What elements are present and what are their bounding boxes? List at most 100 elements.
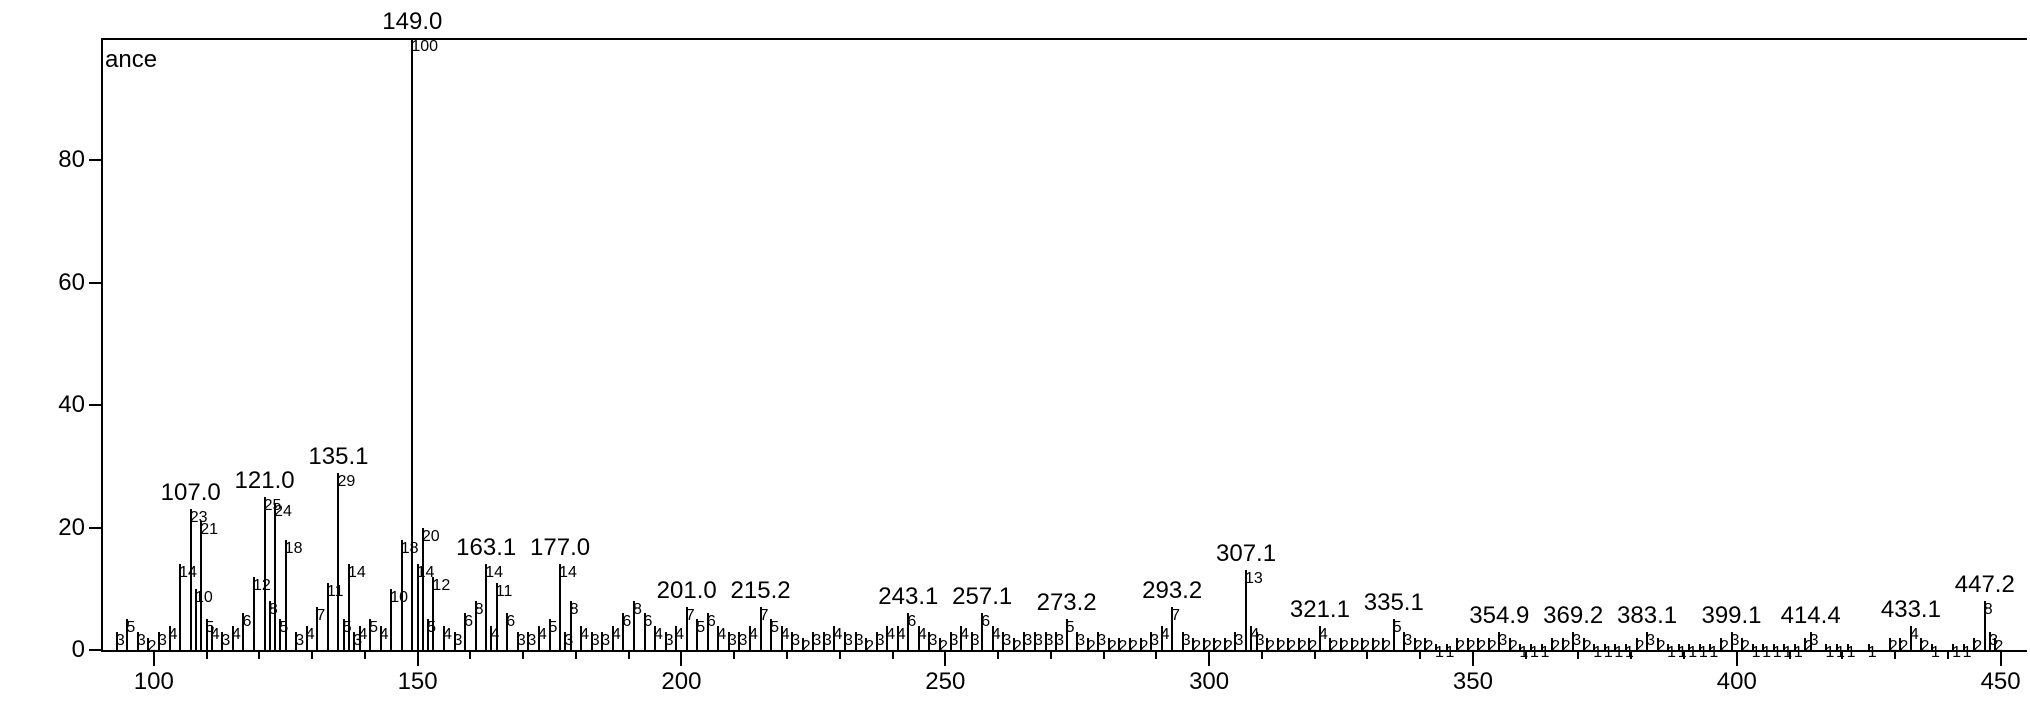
peak-label: 321.1	[1290, 596, 1350, 624]
peak-bar: 24	[274, 503, 276, 650]
peak-bar: 2	[1583, 638, 1585, 650]
peak-bar: 5	[369, 619, 371, 650]
peak-bar: 2	[1108, 638, 1110, 650]
peak-bar: 3	[158, 632, 160, 650]
x-tick-minor	[1366, 650, 1368, 659]
peak-bar: 3	[971, 632, 973, 650]
peak-bar: 2	[1509, 638, 1511, 650]
y-tick-label: 40	[58, 391, 85, 419]
peak-bar: 6	[464, 613, 466, 650]
peak-bar: 3	[1002, 632, 1004, 650]
peak-bar: 4	[443, 626, 445, 650]
peak-bar: 4	[538, 626, 540, 650]
y-tick-label: 20	[58, 514, 85, 542]
peak-bar: 3	[454, 632, 456, 650]
peak-bar: 5	[343, 619, 345, 650]
x-tick-minor	[1789, 650, 1791, 659]
x-tick-major	[1208, 650, 1210, 666]
x-tick-minor	[1314, 650, 1316, 659]
peak-bar: 4	[612, 626, 614, 650]
y-tick	[89, 527, 101, 529]
peak-label: 201.0	[657, 577, 717, 605]
x-tick-minor	[1103, 650, 1105, 659]
peak-bar: 3	[876, 632, 878, 650]
peak-bar: 8	[269, 601, 271, 650]
x-tick-minor	[1630, 650, 1632, 659]
peak-bar: 3	[1097, 632, 1099, 650]
peak-bar: 2	[147, 638, 149, 650]
peak-bar: 7	[316, 607, 318, 650]
peak-bar: 4	[306, 626, 308, 650]
y-tick	[89, 404, 101, 406]
y-tick	[89, 649, 101, 651]
peak-bar: 2	[1551, 638, 1553, 650]
peak-bar: 4	[1161, 626, 1163, 650]
peak-bar: 2	[1973, 638, 1975, 650]
x-tick-label: 300	[1189, 668, 1229, 696]
peak-bar: 3	[1403, 632, 1405, 650]
peak-bar: 2	[1477, 638, 1479, 650]
peak-bar: 2	[1456, 638, 1458, 650]
peak-bar: 2	[1804, 638, 1806, 650]
peak-bar: 2	[1287, 638, 1289, 650]
peak-bar: 4	[232, 626, 234, 650]
x-tick-minor	[733, 650, 735, 659]
peak-label: 257.1	[952, 583, 1012, 611]
x-tick-minor	[892, 650, 894, 659]
peak-bar: 5	[770, 619, 772, 650]
x-tick-minor	[1683, 650, 1685, 659]
x-tick-minor	[258, 650, 260, 659]
peak-bar: 4	[833, 626, 835, 650]
peak-bar: 6	[242, 613, 244, 650]
peak-label: 243.1	[878, 583, 938, 611]
peak-bar: 4	[380, 626, 382, 650]
peak-bar: 2	[1361, 638, 1363, 650]
x-tick-minor	[1525, 650, 1527, 659]
peak-bar: 3	[855, 632, 857, 650]
x-tick-minor	[575, 650, 577, 659]
peak-label: 447.2	[1955, 571, 2015, 599]
x-tick-minor	[1841, 650, 1843, 659]
plot-area: 3532341423102154346122582451834711295143…	[101, 38, 2027, 650]
x-tick-label: 200	[661, 668, 701, 696]
peak-bar: 4	[918, 626, 920, 650]
peak-bar: 3	[1234, 632, 1236, 650]
peak-bar: 4	[1910, 626, 1912, 650]
peak-bar: 2	[1636, 638, 1638, 650]
peak-bar: 14	[485, 564, 487, 650]
peak-bar: 6	[506, 613, 508, 650]
peak-label: 163.1	[456, 534, 516, 562]
x-tick-minor	[469, 650, 471, 659]
peak-bar: 5	[279, 619, 281, 650]
peak-bar: 2	[1488, 638, 1490, 650]
peak-bar: 3	[1182, 632, 1184, 650]
peak-label: 399.1	[1701, 602, 1761, 630]
peak-bar: 2	[1351, 638, 1353, 650]
peak-bar: 7	[1171, 607, 1173, 650]
peak-bar: 3	[1256, 632, 1258, 650]
peak-bar: 2	[1224, 638, 1226, 650]
peak-bar: 4	[359, 626, 361, 650]
peak-bar: 3	[353, 632, 355, 650]
peak-bar: 29	[337, 473, 339, 650]
peak-bar: 2	[1277, 638, 1279, 650]
y-axis	[101, 38, 103, 650]
peak-bar: 3	[1646, 632, 1648, 650]
x-tick-minor	[1894, 650, 1896, 659]
peak-bar: 2	[1920, 638, 1922, 650]
peak-bar: 3	[728, 632, 730, 650]
peak-label: 135.1	[308, 443, 368, 471]
peak-bar: 2	[1266, 638, 1268, 650]
peak-bar: 12	[253, 577, 255, 650]
peak-label: 433.1	[1881, 596, 1941, 624]
peak-bar: 3	[601, 632, 603, 650]
peak-bar: 2	[1467, 638, 1469, 650]
peak-bar: 2	[1340, 638, 1342, 650]
peak-bar: 4	[675, 626, 677, 650]
x-tick-minor	[1577, 650, 1579, 659]
peak-bar: 3	[665, 632, 667, 650]
peak-bar: 5	[206, 619, 208, 650]
peak-bar: 5	[126, 619, 128, 650]
peak-bar: 3	[1023, 632, 1025, 650]
peak-bar: 4	[654, 626, 656, 650]
